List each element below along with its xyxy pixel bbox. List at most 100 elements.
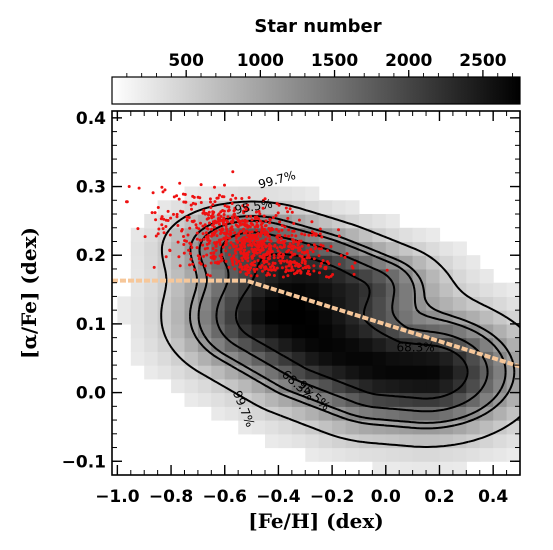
- heatmap-cell: [251, 420, 266, 435]
- heatmap-cell: [211, 310, 226, 325]
- red-point: [201, 243, 205, 247]
- red-point: [187, 216, 191, 219]
- red-point: [249, 237, 253, 240]
- red-point: [194, 223, 198, 227]
- red-point: [231, 193, 235, 197]
- red-point: [250, 255, 254, 259]
- heatmap-cell: [399, 392, 414, 407]
- heatmap-cell: [466, 365, 481, 380]
- red-point: [239, 219, 243, 223]
- heatmap-cell: [372, 337, 387, 352]
- red-point: [329, 245, 333, 248]
- red-point: [263, 197, 267, 201]
- heatmap-cell: [291, 186, 306, 201]
- red-point: [248, 240, 252, 244]
- heatmap-cell: [506, 296, 520, 311]
- red-point: [240, 265, 244, 269]
- red-point: [284, 270, 288, 274]
- heatmap-cell: [332, 447, 347, 462]
- heatmap-cell: [305, 337, 320, 352]
- heatmap-cell: [130, 282, 145, 297]
- red-point: [290, 244, 294, 248]
- red-point: [250, 230, 254, 234]
- heatmap-cell: [224, 282, 239, 297]
- red-point: [204, 231, 208, 235]
- red-point: [151, 191, 155, 195]
- heatmap-cell: [439, 255, 454, 270]
- heatmap-cell: [171, 351, 186, 366]
- y-tick-label: 0.4: [76, 109, 106, 129]
- red-point: [239, 223, 242, 227]
- red-point: [267, 268, 271, 272]
- red-point: [188, 263, 192, 267]
- red-point: [262, 242, 266, 246]
- red-point: [209, 200, 212, 204]
- red-point: [258, 219, 262, 223]
- red-point: [234, 196, 238, 200]
- red-point: [225, 219, 229, 223]
- red-point: [303, 260, 307, 263]
- heatmap-cell: [345, 282, 360, 297]
- red-point: [205, 242, 209, 246]
- red-point: [220, 253, 224, 257]
- red-point: [310, 233, 314, 237]
- red-point: [225, 229, 229, 233]
- heatmap-cell: [197, 337, 212, 352]
- red-point: [206, 238, 210, 242]
- red-point: [264, 224, 268, 228]
- colorbar-tick-label: 2000: [385, 51, 432, 71]
- heatmap-cell: [224, 406, 239, 421]
- heatmap-cell: [144, 255, 159, 270]
- red-point: [196, 254, 200, 258]
- red-point: [256, 232, 260, 235]
- red-point: [321, 259, 325, 262]
- heatmap-cell: [372, 241, 387, 256]
- red-point: [262, 214, 266, 218]
- red-point: [223, 204, 227, 208]
- heatmap-cell: [452, 365, 467, 380]
- red-point: [223, 183, 226, 187]
- red-point: [267, 234, 271, 238]
- red-point: [329, 274, 333, 278]
- red-point: [243, 236, 247, 239]
- red-point: [212, 251, 216, 255]
- heatmap-cell: [385, 269, 400, 284]
- red-point: [234, 223, 238, 227]
- heatmap-cell: [493, 433, 508, 449]
- red-point: [297, 218, 301, 222]
- red-point: [136, 227, 140, 231]
- heatmap-cell: [278, 186, 293, 201]
- red-point: [192, 195, 196, 199]
- heatmap-cell: [452, 269, 467, 284]
- red-point: [228, 253, 231, 257]
- heatmap-cell: [466, 378, 481, 394]
- red-point: [207, 210, 211, 214]
- red-point: [182, 200, 186, 204]
- red-point: [212, 225, 216, 229]
- red-point: [272, 253, 276, 257]
- x-tick-label: 0.0: [371, 487, 401, 507]
- red-point: [327, 262, 331, 265]
- heatmap-cell: [399, 337, 414, 352]
- red-point: [307, 233, 311, 237]
- heatmap-cell: [506, 433, 520, 449]
- heatmap-cell: [399, 351, 414, 366]
- red-point: [337, 228, 340, 232]
- red-point: [307, 269, 310, 273]
- red-point: [275, 202, 279, 206]
- red-point: [245, 273, 249, 277]
- heatmap-cell: [251, 310, 266, 325]
- y-tick-label: 0.2: [76, 246, 106, 266]
- heatmap-cell: [305, 310, 320, 325]
- red-point: [280, 228, 284, 232]
- red-point: [288, 207, 292, 211]
- red-point: [290, 210, 294, 214]
- red-point: [209, 261, 213, 265]
- heatmap-cell: [211, 323, 226, 339]
- red-point: [293, 245, 297, 249]
- red-point: [248, 225, 252, 229]
- red-point: [261, 269, 264, 273]
- red-point: [195, 246, 199, 250]
- red-point: [219, 232, 222, 236]
- red-point: [243, 248, 247, 252]
